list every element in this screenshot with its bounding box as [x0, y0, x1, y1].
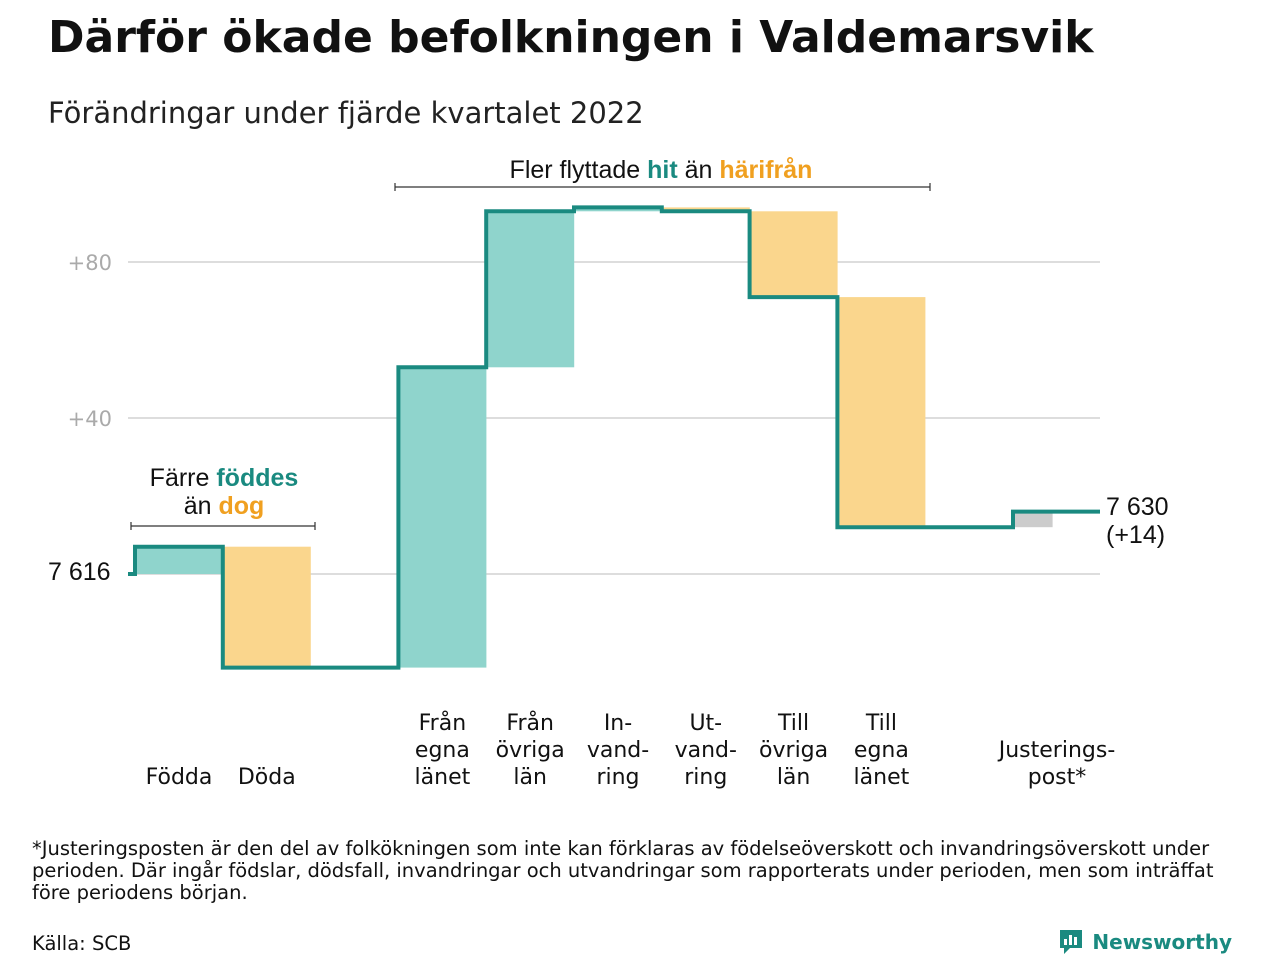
migration-annotation: Fler flyttade hit än härifrån	[394, 156, 931, 191]
category-label: Ut-	[689, 711, 722, 736]
category-label: Till	[865, 711, 897, 736]
bar-7	[749, 211, 838, 298]
source: Källa: SCB	[32, 932, 132, 955]
births-annotation-hl2: dog	[218, 492, 264, 520]
bar-0	[135, 546, 223, 574]
migration-annotation-pre: Fler flyttade	[510, 156, 648, 184]
newsworthy-logo-icon	[1060, 930, 1083, 954]
category-label: övriga	[759, 738, 828, 763]
running-total-line	[128, 205, 1100, 670]
chart-title: Därför ökade befolkningen i Valdemarsvik	[48, 12, 1094, 63]
category-label: Till	[777, 711, 809, 736]
end-value-label: 7 630	[1106, 493, 1169, 521]
category-label: länet	[415, 765, 471, 790]
category-label: Födda	[146, 765, 213, 790]
category-labels: Födda DödaFrånegnalänetFrånövrigalänIn-va…	[146, 710, 1116, 790]
waterfall-chart: +80+40 Födda DödaFrånegnalänetFrånövrigal…	[48, 156, 1169, 790]
bar-1	[222, 546, 311, 668]
migration-annotation-mid: än	[678, 156, 720, 184]
category-label: länet	[854, 765, 910, 790]
brand-logo: Newsworthy	[1058, 928, 1232, 956]
births-annotation-pre2: än	[184, 492, 219, 520]
migration-annotation-hl1: hit	[647, 156, 678, 184]
chart-subtitle: Förändringar under fjärde kvartalet 2022	[48, 96, 644, 130]
bar-10	[1013, 511, 1053, 528]
bar-4	[486, 211, 575, 368]
births-annotation-pre1: Färre	[150, 464, 217, 492]
category-label: vand-	[587, 738, 649, 763]
category-label: ring	[684, 765, 727, 790]
end-change-label: (+14)	[1106, 521, 1165, 549]
category-label: Från	[419, 710, 467, 736]
category-label: post*	[1028, 765, 1087, 790]
category-label: ring	[596, 765, 639, 790]
y-tick-label: +40	[68, 407, 112, 431]
svg-text:än dog: än dog	[184, 492, 265, 520]
step-line	[128, 205, 1100, 670]
footnote: *Justeringsposten är den del av folkökni…	[32, 837, 1214, 904]
migration-annotation-hl2: härifrån	[719, 156, 812, 184]
bar-8	[837, 297, 926, 528]
category-label: egna	[415, 738, 470, 763]
category-label: övriga	[496, 738, 565, 763]
category-label: vand-	[675, 738, 737, 763]
category-label: Justerings-	[997, 738, 1116, 763]
y-tick-label: +80	[68, 251, 112, 275]
bar-3	[398, 367, 487, 668]
births-annotation-hl1: föddes	[216, 464, 298, 492]
category-label: Döda	[238, 765, 296, 790]
svg-text:Färre föddes: Färre föddes	[150, 464, 299, 492]
births-annotation: Färre föddes än dog	[130, 464, 316, 530]
bars	[135, 207, 1053, 668]
category-label: län	[513, 765, 547, 790]
gridlines: +80 +40	[68, 251, 1100, 575]
start-value-label: 7 616	[48, 558, 111, 586]
brand-name: Newsworthy	[1092, 930, 1232, 954]
category-label: egna	[854, 738, 909, 763]
category-label: Från	[506, 710, 554, 736]
category-label: län	[777, 765, 811, 790]
category-label: In-	[604, 711, 632, 736]
svg-text:Fler flyttade hit än härifrån: Fler flyttade hit än härifrån	[510, 156, 813, 184]
